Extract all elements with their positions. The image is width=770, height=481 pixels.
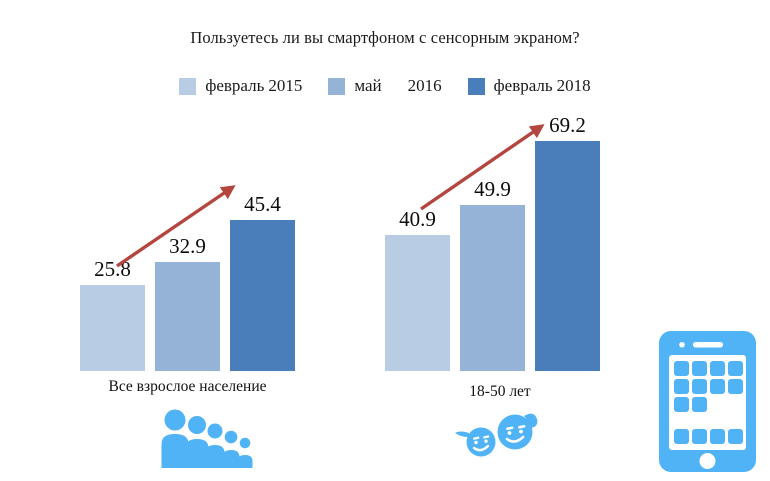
chart-legend: февраль 2015 май 2016 февраль 2018 (0, 76, 770, 96)
bar-value-g1-2015: 25.8 (94, 257, 131, 281)
legend-item-2018: февраль 2018 (467, 76, 591, 96)
legend-year-2016: 2016 (407, 76, 442, 95)
legend-label-2016: май 2016 (354, 76, 441, 96)
people-group-icon (155, 408, 260, 470)
legend-item-2015: февраль 2015 (179, 76, 302, 96)
legend-swatch-2015 (179, 77, 197, 95)
legend-year-2018: 2018 (556, 76, 591, 95)
bar-value-g2-2018: 69.2 (549, 113, 586, 137)
legend-period-2016: май (354, 76, 382, 95)
bar-g2-2016 (460, 205, 525, 371)
legend-year-2015: 2015 (268, 76, 303, 95)
legend-label-2018: февраль 2018 (494, 76, 591, 96)
bar-g2-2015 (385, 235, 450, 371)
bar-value-g1-2018: 45.4 (244, 192, 281, 216)
page-title: Пользуетесь ли вы смартфоном с сенсорным… (190, 28, 580, 47)
legend-period-2018: февраль (493, 76, 553, 95)
bar-value-g2-2016: 49.9 (474, 177, 511, 201)
young-faces-icon (452, 408, 552, 463)
bar-value-g2-2015: 40.9 (399, 207, 436, 231)
legend-label-2015: февраль 2015 (205, 76, 302, 96)
group-label-young: 18-50 лет (469, 383, 531, 400)
legend-swatch-2016 (328, 77, 346, 95)
bar-g1-2018 (230, 220, 295, 371)
legend-period-2015: февраль (205, 76, 265, 95)
smartphone-icon (657, 329, 758, 474)
bar-g1-2015 (80, 285, 145, 371)
legend-item-2016: май 2016 (328, 76, 442, 96)
bar-g1-2016 (155, 262, 220, 371)
group-label-adults: Все взрослое население (108, 378, 267, 395)
legend-swatch-2018 (467, 77, 485, 95)
bar-value-g1-2016: 32.9 (169, 234, 206, 258)
bar-g2-2018 (535, 141, 600, 371)
